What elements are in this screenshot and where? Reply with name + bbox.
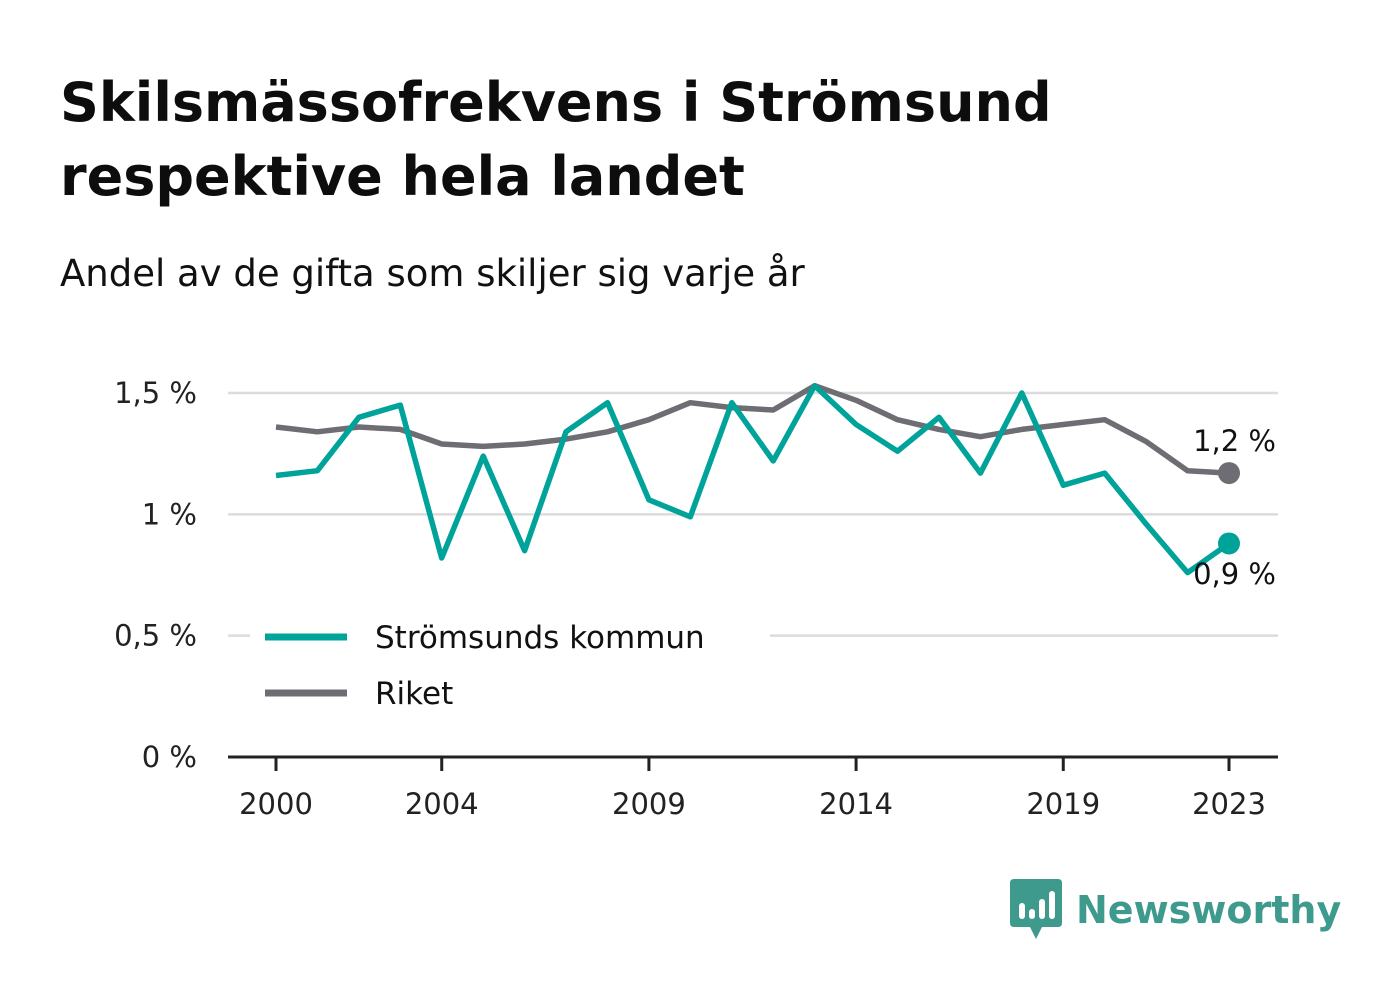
newsworthy-logo-icon (1010, 879, 1062, 939)
y-axis-labels: 0 % 0,5 % 1 % 1,5 % (114, 376, 197, 774)
legend: Strömsunds kommun Riket (250, 608, 770, 728)
chart-title-line-1: Skilsmässofrekvens i Strömsund (60, 71, 1052, 134)
x-tick-label: 2014 (819, 787, 893, 821)
x-tick-label: 2009 (612, 787, 686, 821)
y-tick-label: 0 % (142, 740, 197, 774)
x-axis-ticks: 2000 2004 2009 2014 2019 2023 (239, 757, 1266, 821)
series-line-riket (275, 382, 1230, 476)
end-label-riket: 1,2 % (1193, 424, 1276, 458)
end-point-riket (1218, 462, 1240, 485)
end-label-stromsund: 0,9 % (1193, 557, 1276, 591)
x-tick-label: 2019 (1026, 787, 1100, 821)
y-tick-label: 1,5 % (114, 376, 197, 410)
legend-label-stromsund: Strömsunds kommun (375, 620, 705, 656)
end-point-stromsund (1218, 532, 1240, 555)
legend-label-riket: Riket (375, 676, 453, 712)
legend-background (250, 608, 770, 728)
newsworthy-brand: Newsworthy (1010, 878, 1341, 942)
x-tick-label: 2023 (1192, 787, 1266, 821)
end-labels: 1,2 % 0,9 % (1193, 424, 1276, 591)
y-tick-label: 1 % (142, 497, 197, 531)
series-line-stromsund (275, 382, 1231, 576)
y-tick-label: 0,5 % (114, 619, 197, 653)
chart-subtitle: Andel av de gifta som skiljer sig varje … (60, 252, 805, 295)
chart-title-line-2: respektive hela landet (60, 145, 745, 208)
x-tick-label: 2004 (405, 787, 479, 821)
newsworthy-wordmark: Newsworthy (1076, 888, 1342, 932)
series-lines (275, 382, 1240, 576)
x-tick-label: 2000 (239, 787, 313, 821)
chart-title: Skilsmässofrekvens i Strömsund respektiv… (60, 66, 1320, 214)
